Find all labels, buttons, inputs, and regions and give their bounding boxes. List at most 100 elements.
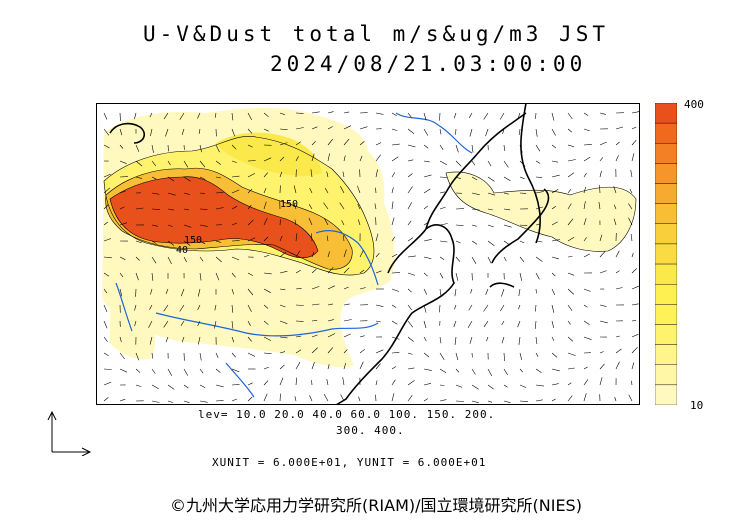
- wind-vector: [583, 186, 586, 194]
- wind-vector: [103, 204, 109, 210]
- wind-vector: [295, 156, 299, 162]
- wind-vector: [311, 153, 315, 162]
- wind-vector: [247, 173, 256, 178]
- wind-vector: [535, 160, 541, 164]
- wind-vector: [326, 171, 329, 178]
- wind-vector: [467, 320, 473, 329]
- wind-vector: [151, 224, 158, 227]
- wind-vector: [631, 268, 638, 274]
- wind-vector: [279, 377, 284, 386]
- wind-vector: [309, 187, 313, 194]
- wind-vector: [167, 144, 169, 152]
- wind-vector: [439, 336, 442, 344]
- wind-vector: [487, 160, 492, 167]
- wind-vector: [150, 128, 153, 137]
- wind-vector: [407, 144, 416, 148]
- wind-vector: [439, 240, 448, 243]
- wind-vector: [359, 287, 366, 290]
- wind-vector: [455, 368, 460, 373]
- wind-vector: [407, 320, 414, 328]
- wind-vector: [134, 304, 137, 311]
- wind-vector: [340, 394, 345, 402]
- wind-vector: [534, 320, 537, 329]
- wind-vector: [197, 288, 201, 297]
- wind-vector: [375, 394, 377, 402]
- wind-vector: [423, 174, 432, 178]
- wind-vector: [165, 336, 169, 343]
- wind-vector: [468, 304, 473, 311]
- wind-vector: [375, 304, 384, 307]
- wind-vector: [423, 368, 432, 371]
- wind-vector: [615, 287, 623, 290]
- wind-vector: [486, 336, 489, 342]
- wind-vector: [407, 202, 412, 210]
- wind-vector: [439, 176, 448, 178]
- wind-vector: [583, 393, 587, 402]
- wind-vector: [519, 384, 527, 388]
- wind-vector: [503, 368, 508, 376]
- wind-vector: [279, 393, 281, 402]
- wind-vector: [279, 364, 285, 370]
- wind-vector: [343, 267, 350, 274]
- wind-vector: [167, 256, 172, 265]
- wind-vector: [455, 384, 463, 388]
- map-timestamp: 2024/08/21.03:00:00: [270, 52, 587, 76]
- wind-vector: [487, 240, 495, 247]
- wind-vector: [375, 320, 381, 323]
- wind-vector: [583, 288, 591, 292]
- wind-vector: [469, 336, 473, 344]
- wind-vector: [181, 128, 185, 135]
- wind-vector: [199, 400, 208, 403]
- wind-vector: [439, 368, 447, 373]
- wind-vector: [119, 336, 122, 343]
- colorbar-segment: [655, 143, 677, 164]
- wind-vector: [279, 351, 286, 354]
- wind-vector: [599, 320, 608, 324]
- wind-vector: [342, 235, 345, 242]
- wind-vector: [359, 269, 365, 274]
- wind-vector: [439, 191, 446, 194]
- wind-vector: [453, 112, 457, 119]
- wind-vector: [119, 368, 128, 373]
- wind-vector: [423, 352, 430, 358]
- wind-vector: [391, 156, 399, 162]
- wind-vector: [327, 347, 334, 354]
- wind-vector: [279, 142, 288, 146]
- wind-vector: [199, 160, 206, 168]
- wind-vector: [551, 174, 560, 178]
- wind-vector: [535, 144, 541, 152]
- wind-vector: [567, 336, 574, 342]
- wind-vector: [359, 335, 365, 338]
- wind-vector: [567, 218, 574, 226]
- wind-vector: [599, 250, 606, 258]
- wind-vector: [135, 207, 144, 210]
- wind-vector: [567, 172, 575, 178]
- wind-vector: [375, 270, 382, 274]
- wind-vector: [567, 367, 575, 370]
- wind-vector: [535, 206, 544, 210]
- wind-vector: [247, 352, 256, 357]
- colorbar-segment: [655, 324, 677, 345]
- wind-vector: [150, 288, 153, 295]
- wind-vector: [311, 268, 317, 274]
- wind-vector: [551, 368, 560, 372]
- dust-region-south: [110, 298, 156, 360]
- wind-vector: [439, 256, 445, 260]
- wind-vector: [455, 224, 464, 226]
- wind-vector: [293, 185, 297, 194]
- wind-vector: [423, 256, 432, 259]
- wind-vector: [231, 160, 237, 163]
- wind-vector: [423, 128, 429, 136]
- wind-vector: [231, 398, 237, 402]
- wind-vector: [501, 320, 505, 325]
- wind-vector: [551, 205, 556, 210]
- wind-vector: [407, 186, 413, 194]
- wind-vector: [567, 256, 573, 258]
- wind-vector: [163, 320, 169, 328]
- wind-vector: [311, 347, 318, 354]
- wind-vector: [439, 288, 442, 297]
- wind-vector: [279, 270, 288, 274]
- wind-vector: [327, 303, 334, 306]
- wind-vector: [487, 208, 493, 211]
- contour-label-1: 150: [280, 199, 298, 210]
